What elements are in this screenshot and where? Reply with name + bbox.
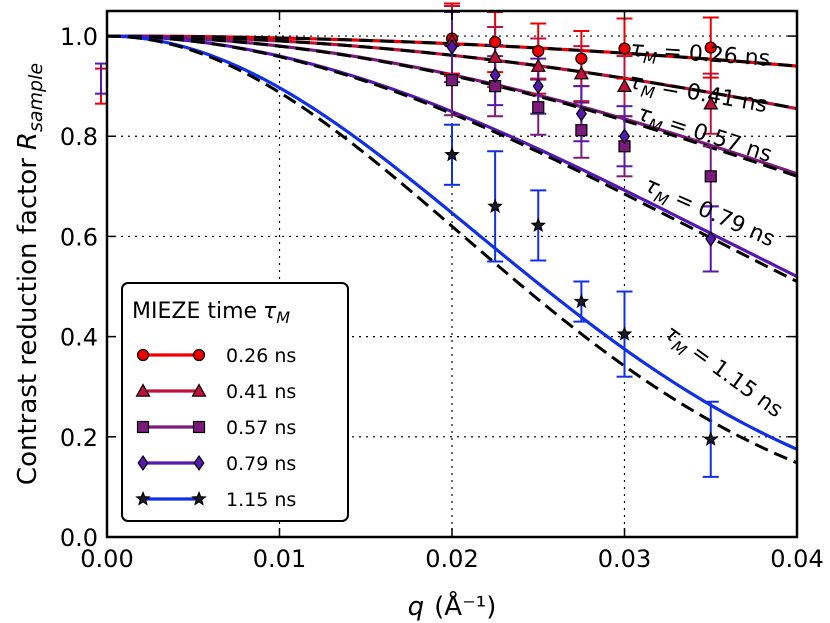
y-axis-label: Contrast reduction factor — [13, 158, 43, 485]
y-tick-label: 0.0 — [60, 524, 98, 552]
axis-ticks — [106, 11, 798, 538]
legend-marker — [136, 420, 150, 434]
data-point-star — [702, 431, 719, 446]
curve-label-subscript: M — [639, 81, 656, 102]
data-point-square — [445, 74, 459, 87]
data-point-diamond — [446, 39, 458, 56]
data-point-triangle — [703, 95, 719, 110]
data-point-square — [575, 124, 588, 137]
curve-label-subscript: M — [643, 48, 658, 68]
y-axis-title: Contrast reduction factor Rsample — [13, 63, 47, 485]
curve-label-value: = 0.26 ns — [663, 39, 771, 71]
x-tick-label: 0.03 — [598, 545, 651, 573]
legend-marker — [135, 383, 151, 397]
data-point-diamond — [575, 105, 587, 122]
data-point-triangle — [530, 58, 546, 72]
legend-label: 1.15 ns — [226, 489, 296, 511]
legend-entry-5: 1.15 ns — [135, 489, 296, 511]
fit-curve-5 — [107, 34, 797, 451]
data-point-star — [444, 146, 460, 162]
data-point-circle — [575, 52, 588, 65]
legend-label: 0.41 ns — [226, 381, 296, 403]
legend-entries: 0.26 ns 0.41 ns 0.57 ns 0.79 ns 1.15 ns — [135, 345, 296, 511]
x-tick-labels: 0.00 0.01 0.02 0.03 0.04 — [80, 545, 823, 573]
data-points — [95, 2, 719, 478]
legend-entry-2: 0.41 ns — [135, 381, 296, 403]
x-axis-unit: (Å⁻¹) — [434, 590, 496, 622]
data-point-diamond — [618, 128, 631, 145]
legend-label: 0.26 ns — [226, 345, 296, 367]
curve-label-symbol: τ — [630, 37, 646, 63]
data-point-star — [616, 325, 633, 341]
curve-label-value: = 1.15 ns — [686, 340, 787, 423]
model-curve-4 — [107, 34, 797, 283]
x-tick-label: 0.02 — [425, 545, 478, 573]
legend-entry-3: 0.57 ns — [136, 417, 296, 439]
legend-title-symbol: τ — [263, 299, 277, 324]
legend-title-text: MIEZE time — [132, 299, 257, 324]
legend-marker — [192, 420, 206, 434]
curve-label-1: τM = 0.26 ns — [629, 37, 771, 76]
legend-title: MIEZE time τM — [132, 299, 290, 327]
data-point-diamond — [489, 67, 501, 84]
data-point-circle — [489, 35, 502, 49]
data-point-star — [530, 217, 547, 233]
legend-label: 0.57 ns — [226, 417, 296, 439]
x-axis-symbol: q — [408, 592, 425, 622]
legend-marker — [192, 348, 206, 362]
legend-marker — [191, 383, 207, 397]
legend-marker — [193, 454, 205, 472]
data-point-diamond — [532, 78, 544, 95]
y-axis-subscript: sample — [25, 63, 47, 132]
y-axis-symbol: R — [13, 132, 43, 150]
data-point-diamond — [705, 230, 717, 247]
legend-label: 0.79 ns — [226, 453, 296, 475]
y-tick-labels: 0.0 0.2 0.4 0.6 0.8 1.0 — [60, 23, 98, 552]
data-point-square — [532, 101, 545, 114]
legend-marker — [135, 490, 151, 506]
data-point-triangle — [487, 49, 503, 63]
y-tick-label: 0.4 — [60, 324, 98, 352]
legend: MIEZE time τM 0.26 ns 0.41 ns 0.57 ns 0.79 n… — [121, 282, 349, 522]
y-tick-label: 0.8 — [60, 123, 98, 151]
data-point-circle — [532, 44, 545, 58]
legend-title-subscript: M — [276, 308, 290, 327]
curve-label-symbol: τ — [627, 69, 645, 96]
x-axis-title: q (Å⁻¹) — [408, 590, 497, 622]
legend-marker — [137, 454, 149, 472]
model-curve-5 — [107, 34, 797, 465]
data-point-star — [573, 293, 590, 309]
data-point-circle — [704, 41, 717, 54]
legend-marker — [191, 490, 207, 506]
legend-marker — [136, 348, 150, 362]
x-tick-label: 0.01 — [253, 545, 306, 573]
y-tick-label: 1.0 — [60, 23, 98, 51]
x-tick-label: 0.00 — [80, 545, 133, 573]
data-point-star — [487, 198, 503, 213]
data-point-triangle — [616, 78, 633, 92]
curve-label-subscript: M — [646, 115, 665, 137]
y-tick-label: 0.2 — [60, 424, 98, 452]
data-point-triangle — [573, 65, 589, 80]
legend-entry-4: 0.79 ns — [137, 453, 296, 475]
legend-entry-1: 0.26 ns — [136, 345, 296, 367]
curve-label-value: = 0.57 ns — [666, 111, 775, 168]
data-point-circle — [618, 42, 631, 55]
data-point-square — [704, 170, 717, 183]
curve-label-value: = 0.79 ns — [671, 186, 779, 252]
y-tick-label: 0.6 — [60, 223, 98, 251]
x-tick-label: 0.04 — [770, 545, 823, 573]
